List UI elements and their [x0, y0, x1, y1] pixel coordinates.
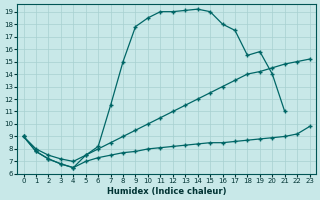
X-axis label: Humidex (Indice chaleur): Humidex (Indice chaleur): [107, 187, 226, 196]
